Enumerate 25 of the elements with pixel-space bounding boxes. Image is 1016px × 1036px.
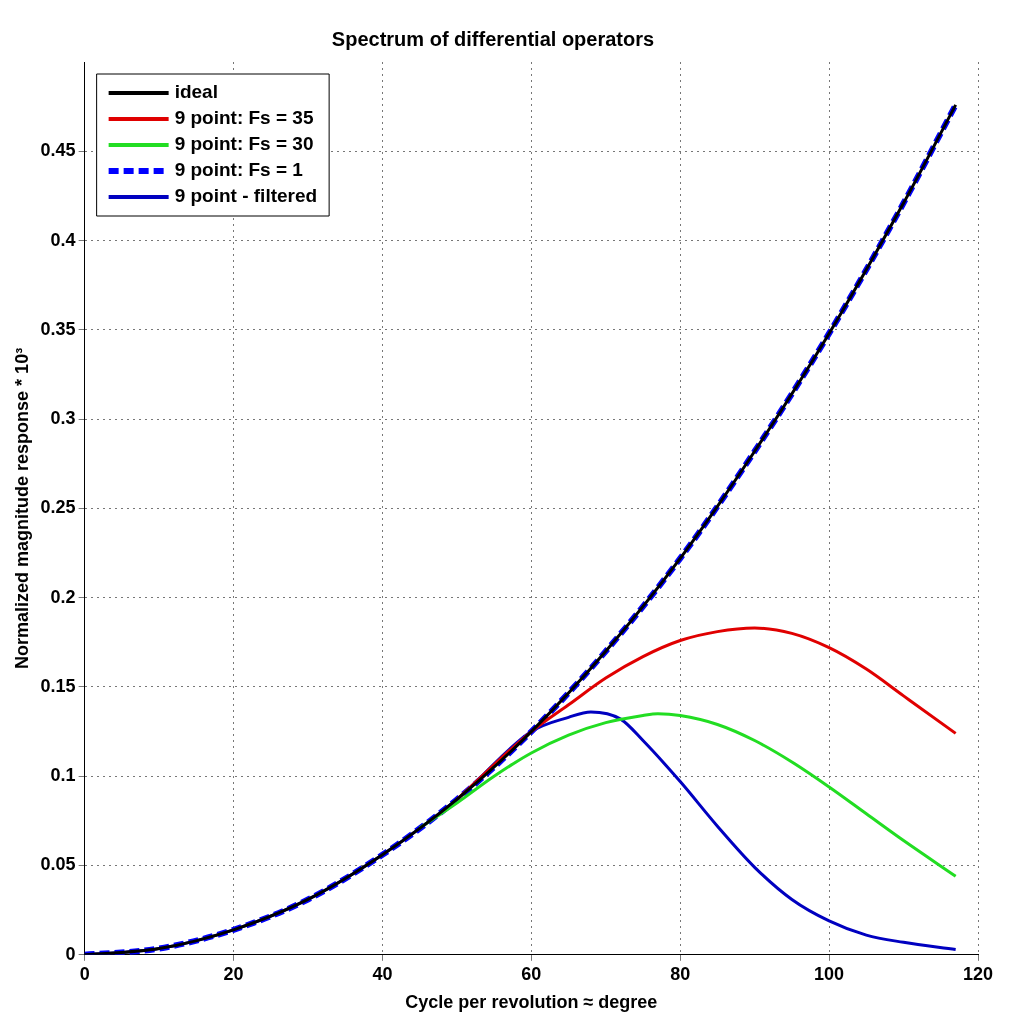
y-tick-label: 0.05 xyxy=(40,854,76,875)
legend-label: 9 point: Fs = 30 xyxy=(174,133,314,155)
y-tick-label: 0 xyxy=(65,943,76,964)
x-tick-label: 120 xyxy=(962,963,994,984)
y-tick-label: 0.45 xyxy=(40,140,76,161)
y-tick-label: 0.35 xyxy=(40,318,76,339)
legend-label: ideal xyxy=(174,81,218,103)
y-tick-label: 0.4 xyxy=(50,229,76,250)
x-tick-label: 60 xyxy=(521,963,542,984)
y-tick-label: 0.15 xyxy=(40,675,76,696)
legend-label: 9 point: Fs = 1 xyxy=(174,159,304,181)
x-tick-label: 100 xyxy=(814,963,845,984)
legend-label: 9 point: Fs = 35 xyxy=(174,107,314,129)
legend-label: 9 point - filtered xyxy=(174,185,318,207)
chart-title: Spectrum of differential operators xyxy=(331,27,655,50)
x-axis-title: Cycle per revolution ≈ degree xyxy=(405,992,658,1013)
x-tick-label: 80 xyxy=(670,963,691,984)
y-tick-label: 0.1 xyxy=(50,765,76,786)
y-tick-label: 0.3 xyxy=(50,408,76,429)
x-tick-label: 40 xyxy=(372,963,393,984)
y-axis-title: Normalized magnitude response * 10³ xyxy=(11,347,32,669)
y-tick-label: 0.25 xyxy=(40,497,76,518)
x-tick-label: 0 xyxy=(79,963,90,984)
y-tick-label: 0.2 xyxy=(50,586,76,607)
x-tick-label: 20 xyxy=(223,963,244,984)
